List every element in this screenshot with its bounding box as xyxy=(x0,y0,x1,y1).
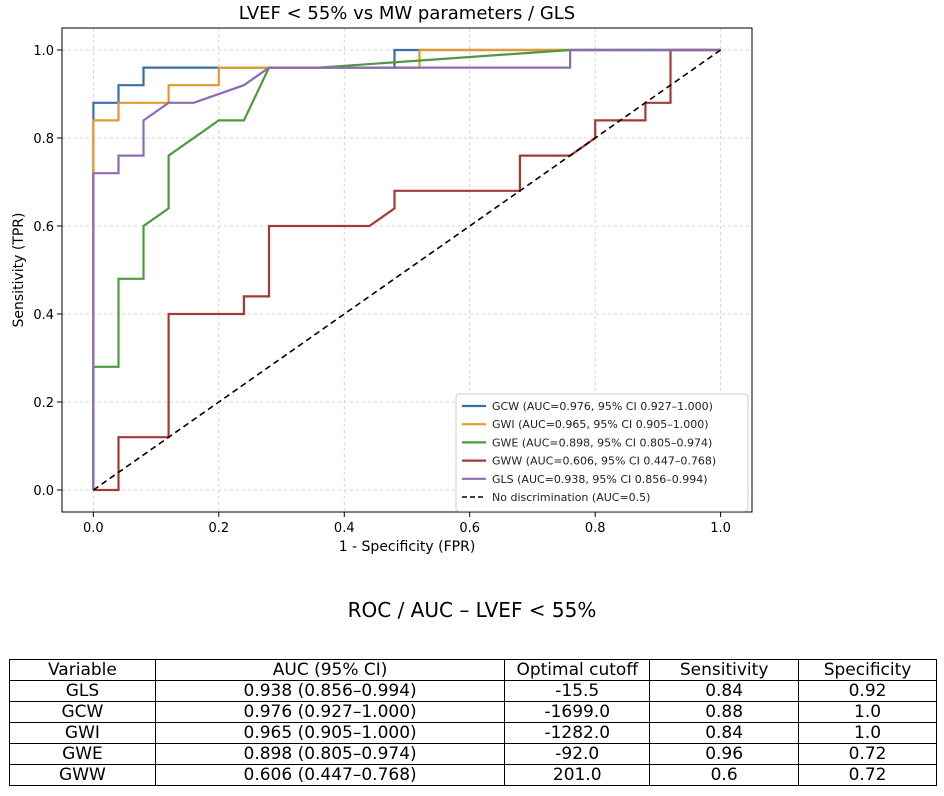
header-auc: AUC (95% CI) xyxy=(154,659,506,681)
cell-sensitivity: 0.96 xyxy=(649,743,800,765)
cell-cutoff: 201.0 xyxy=(504,764,651,786)
cell-cutoff: -15.5 xyxy=(504,680,651,702)
table-row: GWW 0.606 (0.447–0.768) 201.0 0.6 0.72 xyxy=(9,764,937,786)
cell-specificity: 1.0 xyxy=(798,701,937,723)
cell-auc: 0.965 (0.905–1.000) xyxy=(154,722,506,744)
header-cutoff: Optimal cutoff xyxy=(504,659,651,681)
y-tick-label: 0.0 xyxy=(33,484,54,499)
cell-variable: GWE xyxy=(9,743,156,765)
roc-curve-gls xyxy=(92,48,721,490)
table-row: GCW 0.976 (0.927–1.000) -1699.0 0.88 1.0 xyxy=(9,701,937,723)
roc-curve-gww xyxy=(93,48,721,492)
x-tick-label: 0.0 xyxy=(83,521,104,536)
cell-specificity: 0.92 xyxy=(798,680,937,702)
cell-variable: GWI xyxy=(9,722,156,744)
legend-label: GLS (AUC=0.938, 95% CI 0.856–0.994) xyxy=(492,473,708,486)
y-tick-label: 0.6 xyxy=(33,220,54,235)
cell-auc: 0.606 (0.447–0.768) xyxy=(154,764,506,786)
legend-label: GWW (AUC=0.606, 95% CI 0.447–0.768) xyxy=(492,455,716,468)
cell-sensitivity: 0.84 xyxy=(649,680,800,702)
table-title: ROC / AUC – LVEF < 55% xyxy=(347,598,597,622)
cell-cutoff: -92.0 xyxy=(504,743,651,765)
legend-box xyxy=(455,393,749,512)
cell-cutoff: -1282.0 xyxy=(504,722,651,744)
y-tick-label: 0.8 xyxy=(33,132,54,147)
y-tick-label: 1.0 xyxy=(33,44,54,59)
legend-label: GWE (AUC=0.898, 95% CI 0.805–0.974) xyxy=(492,436,712,449)
cell-sensitivity: 0.84 xyxy=(649,722,800,744)
axis-ticks: 0.0 0.2 0.4 0.6 0.8 1.0 0.0 0.2 0.4 0.6 0.8 1.0 xyxy=(33,44,731,536)
legend-label: GWI (AUC=0.965, 95% CI 0.905–1.000) xyxy=(492,418,709,431)
legend: GCW (AUC=0.976, 95% CI 0.927–1.000) GWI (… xyxy=(455,393,749,512)
series-lines xyxy=(92,48,722,492)
header-variable: Variable xyxy=(9,659,156,681)
cell-variable: GLS xyxy=(9,680,156,702)
x-tick-label: 0.2 xyxy=(208,521,229,536)
cell-specificity: 0.72 xyxy=(798,764,937,786)
header-sensitivity: Sensitivity xyxy=(649,659,800,681)
table-row: GLS 0.938 (0.856–0.994) -15.5 0.84 0.92 xyxy=(9,680,937,702)
x-tick-label: 0.6 xyxy=(459,521,480,536)
cell-specificity: 0.72 xyxy=(798,743,937,765)
y-tick-label: 0.2 xyxy=(33,396,54,411)
cell-variable: GCW xyxy=(9,701,156,723)
legend-label: GCW (AUC=0.976, 95% CI 0.927–1.000) xyxy=(492,400,713,413)
cell-auc: 0.898 (0.805–0.974) xyxy=(154,743,506,765)
chart-title: LVEF < 55% vs MW parameters / GLS xyxy=(239,3,575,24)
cell-auc: 0.976 (0.927–1.000) xyxy=(154,701,506,723)
header-specificity: Specificity xyxy=(798,659,937,681)
table-header-row: Variable AUC (95% CI) Optimal cutoff Sen… xyxy=(9,659,937,681)
legend-label: No discrimination (AUC=0.5) xyxy=(492,491,650,504)
cell-auc: 0.938 (0.856–0.994) xyxy=(154,680,506,702)
x-tick-label: 1.0 xyxy=(710,521,731,536)
plot-frame xyxy=(61,27,753,513)
roc-chart: LVEF < 55% vs MW parameters / GLS 0.0 0.2… xyxy=(11,3,753,555)
cell-sensitivity: 0.6 xyxy=(649,764,800,786)
x-axis-label: 1 - Specificity (FPR) xyxy=(339,539,476,555)
cell-specificity: 1.0 xyxy=(798,722,937,744)
y-axis-label: Sensitivity (TPR) xyxy=(11,213,27,328)
y-tick-label: 0.4 xyxy=(33,308,54,323)
cell-variable: GWW xyxy=(9,764,156,786)
cell-sensitivity: 0.88 xyxy=(649,701,800,723)
cell-cutoff: -1699.0 xyxy=(504,701,651,723)
x-tick-label: 0.4 xyxy=(334,521,355,536)
roc-curve-gwi xyxy=(92,48,721,490)
table-row: GWE 0.898 (0.805–0.974) -92.0 0.96 0.72 xyxy=(9,743,937,765)
table-row: GWI 0.965 (0.905–1.000) -1282.0 0.84 1.0 xyxy=(9,722,937,744)
x-tick-label: 0.8 xyxy=(585,521,606,536)
results-table: Variable AUC (95% CI) Optimal cutoff Sen… xyxy=(9,659,937,786)
roc-curve-gcw xyxy=(92,48,721,490)
no-discrimination-line xyxy=(92,49,722,491)
